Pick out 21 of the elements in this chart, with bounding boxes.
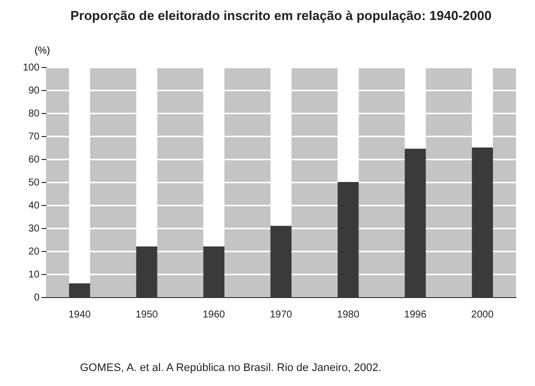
y-tick-label: 10 — [28, 270, 40, 280]
y-tick-label: 20 — [28, 246, 40, 258]
x-tick-label: 1980 — [337, 310, 360, 320]
y-tick-label: 50 — [28, 178, 40, 188]
y-tick-label: 90 — [28, 86, 40, 96]
x-tick-label: 1940 — [68, 310, 92, 320]
y-tick-label: 40 — [28, 200, 40, 212]
chart-title: Proporção de eleitorado inscrito em relação à população: 1940-2000 — [70, 8, 492, 23]
x-tick-label: 1996 — [404, 310, 427, 320]
x-tick-label: 1970 — [270, 310, 293, 320]
y-tick-label: 60 — [28, 154, 40, 166]
y-tick-label: 30 — [28, 224, 40, 234]
x-tick-label: 2000 — [471, 310, 494, 320]
y-axis-title: (%) — [34, 46, 50, 56]
y-tick-label: 100 — [22, 62, 40, 74]
y-tick-label: 0 — [34, 292, 40, 304]
x-tick-label: 1960 — [202, 310, 226, 320]
x-tick-label: 1950 — [136, 310, 158, 320]
y-tick-label: 70 — [28, 132, 40, 142]
y-tick-label: 80 — [28, 108, 40, 120]
text: GOMES, A. et al. A República no Brasil. Rio de Janeiro, 2002. — [80, 362, 382, 374]
